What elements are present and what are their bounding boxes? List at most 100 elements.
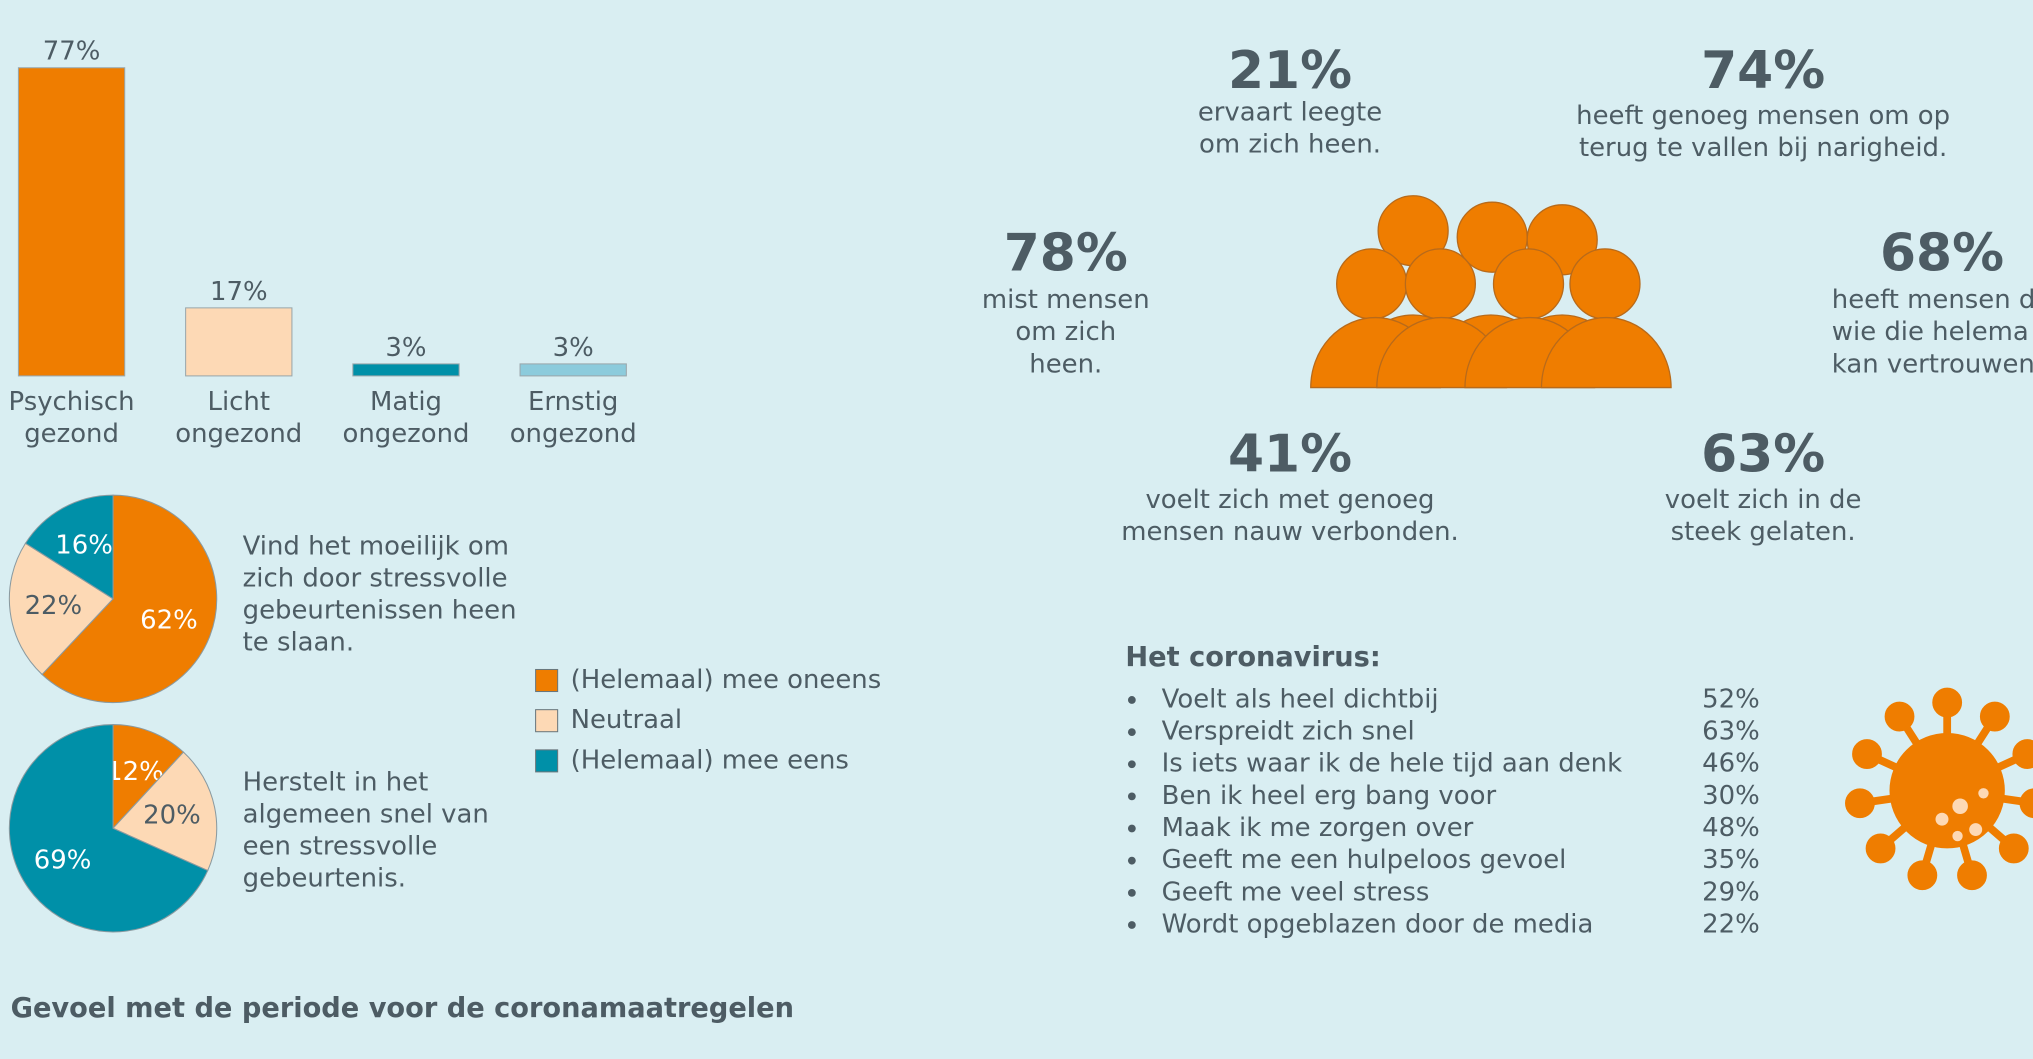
bullet	[1127, 792, 1136, 801]
stat-figure: 63%	[1701, 425, 1825, 485]
pie-caption: gebeurtenis.	[243, 863, 406, 893]
pie-caption: te slaan.	[243, 628, 354, 658]
knob	[1865, 833, 1896, 864]
corona-value: 22%	[1702, 909, 1760, 939]
pie-slice	[8, 724, 209, 933]
body	[1540, 316, 1672, 389]
footer-heading: Gevoel met de periode voor de coronamaat…	[11, 993, 794, 1024]
corona-item: Wordt opgeblazen door de media	[1162, 909, 1594, 939]
head	[1404, 248, 1477, 320]
pie-slice	[112, 724, 185, 830]
bar	[17, 67, 126, 377]
bar	[352, 363, 460, 377]
knob	[1957, 860, 1987, 891]
stat-text: heen.	[1029, 349, 1102, 379]
category-label: Licht ongezond	[175, 386, 302, 448]
corona-value: 46%	[1702, 749, 1760, 779]
knob	[1852, 739, 1882, 769]
knob	[1932, 687, 1963, 718]
pie-caption: zich door stressvolle	[243, 564, 508, 594]
knob	[1907, 860, 1938, 891]
stat-text: heeft mensen d	[1832, 285, 2033, 315]
bullet	[1127, 856, 1136, 865]
knob	[1979, 701, 2010, 732]
bullet	[1127, 824, 1136, 833]
stat-figure: 21%	[1228, 41, 1352, 101]
corona-value: 63%	[1702, 717, 1760, 747]
bullet	[1127, 696, 1136, 704]
pie-caption: een stressvolle	[243, 831, 438, 861]
value-label: 17%	[210, 277, 268, 307]
pie-slice	[41, 494, 218, 704]
virus-core	[1889, 733, 2005, 849]
corona-item: Is iets waar ik de hele tijd aan denk	[1162, 749, 1622, 779]
category-label: Matig ongezond	[343, 386, 470, 448]
virus-dot	[1935, 812, 1949, 826]
corona-value: 52%	[1702, 684, 1760, 714]
pie-slice	[8, 542, 114, 676]
pie-slice	[112, 751, 218, 872]
legend-swatch	[535, 668, 559, 693]
category-label: Ernstig ongezond	[510, 386, 637, 448]
bullet	[1127, 921, 1136, 929]
pie-caption: Herstelt in het	[243, 767, 429, 797]
virus-dot	[1952, 798, 1968, 815]
stat-text: voelt zich in de	[1665, 485, 1862, 515]
virus-icon	[1845, 687, 2033, 891]
corona-item: Voelt als heel dichtbij	[1162, 684, 1439, 714]
stat-text: mist mensen	[982, 285, 1150, 315]
legend-swatch	[535, 709, 559, 733]
stat-text: heeft genoeg mensen om op	[1576, 101, 1950, 131]
knob	[1845, 788, 1875, 819]
corona-item: Geeft me een hulpeloos gevoel	[1162, 845, 1567, 875]
category-label: Psychisch gezond	[9, 386, 135, 448]
corona-value: 48%	[1702, 813, 1760, 843]
stat-text: om zich heen.	[1199, 129, 1381, 159]
people-icon	[1310, 195, 1672, 389]
slice-label: 69%	[34, 846, 92, 876]
knob	[2012, 739, 2033, 769]
stat-figure: 41%	[1228, 425, 1352, 485]
stat-text: ervaart leegte	[1198, 97, 1382, 127]
value-label: 3%	[385, 333, 426, 363]
virus-dot	[1978, 788, 1989, 799]
slice-label: 16%	[55, 531, 113, 561]
stat-text: steek gelaten.	[1671, 517, 1856, 547]
stat-text: om zich	[1015, 317, 1116, 347]
bullet	[1127, 760, 1136, 769]
head	[1336, 248, 1408, 320]
knob	[1998, 833, 2029, 864]
corona-value: 30%	[1702, 781, 1760, 811]
slice-label: 12%	[106, 757, 164, 787]
stat-text: wie die helema	[1832, 317, 2029, 347]
corona-item: Ben ik heel erg bang voor	[1162, 781, 1497, 811]
corona-value: 29%	[1702, 877, 1760, 907]
stat-text: voelt zich met genoeg	[1145, 485, 1434, 515]
legend-label: Neutraal	[571, 705, 683, 735]
value-label: 77%	[43, 37, 101, 67]
corona-title: Het coronavirus:	[1125, 642, 1380, 673]
corona-item: Maak ik me zorgen over	[1162, 813, 1474, 843]
head	[1569, 248, 1641, 320]
legend-label: (Helemaal) mee eens	[571, 745, 849, 775]
legend-swatch	[535, 749, 559, 773]
virus-dot	[1969, 823, 1983, 837]
legend-label: (Helemaal) mee oneens	[571, 665, 882, 695]
stat-figure: 74%	[1701, 41, 1825, 101]
corona-item: Verspreidt zich snel	[1162, 717, 1415, 747]
value-label: 3%	[553, 333, 594, 363]
knob	[1884, 701, 1915, 732]
pie-caption: gebeurtenissen heen	[243, 596, 517, 626]
bullet	[1127, 888, 1136, 897]
knob	[2019, 788, 2033, 819]
stat-text: mensen nauw verbonden.	[1121, 517, 1459, 547]
bar	[185, 307, 293, 377]
pie-caption: algemeen snel van	[243, 799, 489, 829]
slice-label: 22%	[25, 591, 83, 621]
corona-item: Geeft me veel stress	[1162, 877, 1430, 907]
slice-label: 20%	[143, 801, 201, 831]
bar	[519, 363, 627, 377]
corona-value: 35%	[1702, 845, 1760, 875]
